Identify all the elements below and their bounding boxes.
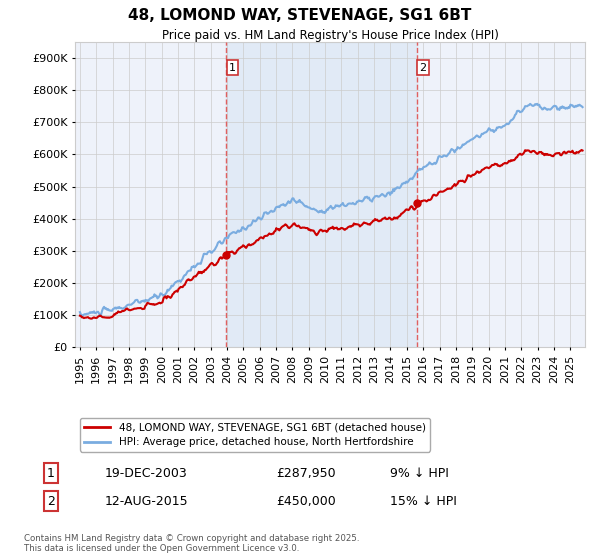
Text: Contains HM Land Registry data © Crown copyright and database right 2025.
This d: Contains HM Land Registry data © Crown c… <box>24 534 359 553</box>
Title: Price paid vs. HM Land Registry's House Price Index (HPI): Price paid vs. HM Land Registry's House … <box>161 29 499 42</box>
Text: 1: 1 <box>47 466 55 480</box>
Text: 48, LOMOND WAY, STEVENAGE, SG1 6BT: 48, LOMOND WAY, STEVENAGE, SG1 6BT <box>128 8 472 24</box>
Text: 12-AUG-2015: 12-AUG-2015 <box>105 494 188 508</box>
Text: £450,000: £450,000 <box>276 494 336 508</box>
Text: 9% ↓ HPI: 9% ↓ HPI <box>390 466 449 480</box>
Legend: 48, LOMOND WAY, STEVENAGE, SG1 6BT (detached house), HPI: Average price, detache: 48, LOMOND WAY, STEVENAGE, SG1 6BT (deta… <box>80 418 430 451</box>
Text: 15% ↓ HPI: 15% ↓ HPI <box>390 494 457 508</box>
Text: 2: 2 <box>47 494 55 508</box>
Text: 1: 1 <box>229 63 236 73</box>
Bar <box>226 42 417 347</box>
Text: 2: 2 <box>419 63 427 73</box>
Text: 19-DEC-2003: 19-DEC-2003 <box>105 466 188 480</box>
Text: £287,950: £287,950 <box>276 466 335 480</box>
